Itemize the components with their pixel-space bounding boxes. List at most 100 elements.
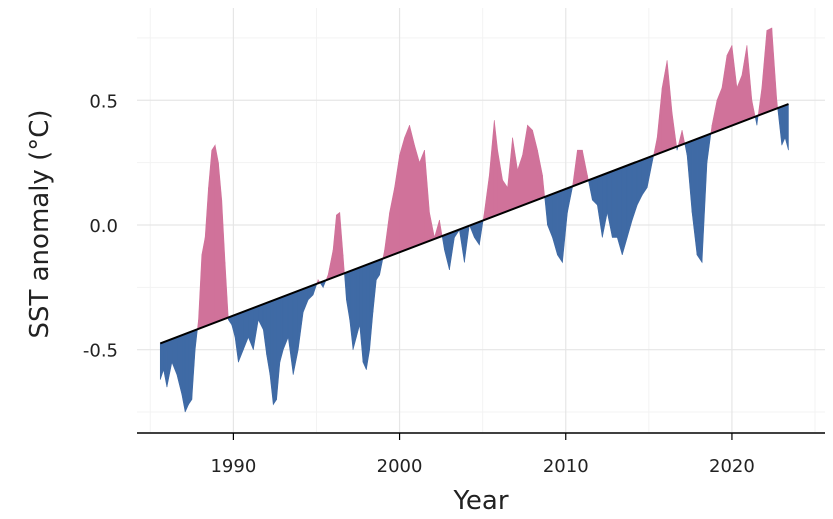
above-trend-area-segment <box>218 162 223 322</box>
below-trend-area-segment <box>631 161 638 221</box>
above-trend-area-segment <box>751 100 756 119</box>
trend-line-group <box>159 103 789 345</box>
below-trend-area-segment <box>464 225 470 263</box>
above-trend-area-segment <box>414 145 420 247</box>
below-trend-area-segment <box>362 264 367 370</box>
below-trend-area-segment <box>592 176 598 206</box>
x-axis-title: Year <box>452 486 508 516</box>
below-trend-area-segment <box>646 155 653 188</box>
below-trend-area-segment <box>297 288 304 350</box>
below-trend-area-segment <box>441 234 445 250</box>
above-trend-area-segment <box>671 112 677 149</box>
above-trend-area-segment <box>542 175 545 199</box>
below-trend-area-segment <box>474 221 480 246</box>
above-trend-area-segment <box>409 125 415 249</box>
below-trend-area-segment <box>602 172 608 238</box>
above-trend-area-segment <box>336 211 341 277</box>
below-trend-area-segment <box>557 189 563 264</box>
above-trend-area-segment <box>204 187 209 327</box>
above-trend-area-segment <box>399 137 405 253</box>
above-trend-area-segment <box>208 150 213 326</box>
below-trend-area-segment <box>243 309 249 350</box>
below-trend-area-segment <box>626 163 633 238</box>
below-trend-area-segment <box>784 103 789 151</box>
above-trend-area-segment <box>527 124 533 204</box>
below-trend-area-segment <box>379 258 384 275</box>
below-trend-area-segment <box>163 340 168 388</box>
above-trend-area-segment <box>537 150 543 201</box>
x-tick-label: 2010 <box>543 456 589 477</box>
above-trend-area-segment <box>439 219 443 238</box>
below-trend-area-segment <box>376 259 380 281</box>
below-trend-area-segment <box>691 138 698 255</box>
below-trend-area-segment <box>166 338 173 388</box>
below-trend-area-segment <box>279 296 284 363</box>
above-trend-area-segment <box>666 60 673 151</box>
y-tick-label: 0.0 <box>89 216 118 237</box>
below-trend-area-segment <box>706 133 712 163</box>
above-trend-area-segment <box>736 75 743 125</box>
y-tick-label: 0.5 <box>89 91 118 112</box>
above-trend-area-segment <box>726 45 733 128</box>
below-trend-area-segment <box>547 193 553 238</box>
below-trend-area-segment <box>272 298 277 406</box>
above-trend-area-segment <box>404 125 410 251</box>
x-tick-label: 2020 <box>709 456 755 477</box>
trend-line <box>159 103 789 345</box>
below-trend-area-segment <box>701 134 708 263</box>
below-trend-area-segment <box>567 185 573 213</box>
above-trend-area-segment <box>384 212 390 259</box>
below-trend-area-segment <box>552 191 558 256</box>
below-trend-area-segment <box>686 140 693 213</box>
above-trend-area-segment <box>489 120 495 219</box>
above-trend-area-segment <box>201 237 206 329</box>
below-trend-area-segment <box>184 332 189 413</box>
below-trend-area-segment <box>238 311 244 363</box>
above-trend-area-segment <box>339 212 344 276</box>
above-trend-area-segment <box>766 27 773 113</box>
below-trend-area-segment <box>287 292 294 375</box>
below-trend-area-segment <box>171 336 178 375</box>
above-trend-area-segment <box>424 150 430 244</box>
below-trend-area-segment <box>366 263 370 370</box>
above-trend-area-segment <box>572 150 578 187</box>
below-trend-area-segment <box>459 227 465 263</box>
below-trend-area-segment <box>781 104 786 146</box>
above-trend-area-segment <box>653 137 658 156</box>
below-trend-area-segment <box>621 165 628 256</box>
x-tick-label: 2000 <box>377 456 423 477</box>
below-trend-area-segment <box>292 290 299 375</box>
above-trend-area-segment <box>214 145 219 323</box>
below-trend-area-segment <box>449 230 455 270</box>
below-trend-area-segment <box>253 305 259 350</box>
below-trend-area-segment <box>248 307 254 350</box>
above-trend-area-segment <box>656 87 663 155</box>
below-trend-area-segment <box>696 136 703 264</box>
below-trend-area-segment <box>359 265 364 363</box>
above-trend-area-segment <box>512 137 518 210</box>
above-trend-area-segment <box>532 130 538 203</box>
above-trend-area-segment <box>582 150 588 184</box>
above-trend-area-segment <box>394 155 400 255</box>
above-trend-area-segment <box>721 55 728 130</box>
above-trend-area-segment <box>434 219 440 240</box>
above-trend-area-segment <box>224 262 229 320</box>
below-trend-area-segment <box>611 168 618 238</box>
above-trend-area-segment <box>761 30 768 115</box>
above-trend-area-segment <box>731 45 738 126</box>
below-trend-area-segment <box>302 286 309 313</box>
below-trend-area-segment <box>636 159 643 206</box>
above-trend-area-segment <box>711 100 718 134</box>
above-trend-area-segment <box>327 249 334 280</box>
above-trend-area-segment <box>493 120 498 217</box>
below-trend-area-segment <box>544 195 548 226</box>
above-trend-area-segment <box>661 60 668 153</box>
below-trend-area-segment <box>369 261 374 350</box>
below-trend-area-segment <box>188 330 193 406</box>
above-trend-area-segment <box>746 45 753 121</box>
below-trend-area-segment <box>194 328 198 350</box>
below-trend-area-segment <box>282 294 289 350</box>
below-trend-area-segment <box>266 301 271 375</box>
above-trend-area-segment <box>757 87 763 117</box>
